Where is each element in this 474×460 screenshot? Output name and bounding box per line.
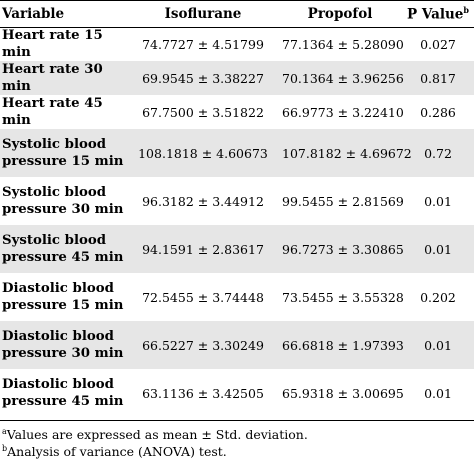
p-value: 0.72 [402, 129, 474, 177]
footnote-b-mark: b [2, 444, 8, 453]
table-row: Diastolic blood pressure 45 min 63.1136 ±… [0, 369, 474, 417]
propofol-value: 66.6818 ± 1.97393 [278, 321, 404, 369]
header-rule [0, 27, 474, 28]
header-variable: Variable [2, 5, 65, 22]
propofol-value: 99.5455 ± 2.81569 [282, 193, 404, 209]
header-isoflurane: Isoflurane [164, 5, 242, 22]
header-row: Variable Isoflurane Propofol P Valueb [0, 0, 474, 27]
isoflurane-value: 67.7500 ± 3.51822 [142, 104, 264, 120]
footnote-b-text: Analysis of variance (ANOVA) test. [7, 444, 227, 460]
p-value: 0.817 [402, 61, 474, 95]
header-pvalue: P Valueb [402, 0, 474, 27]
footnote-a-text: Values are expressed as mean ± Std. devi… [6, 427, 308, 443]
row-label: Heart rate 45 min [2, 96, 103, 128]
isoflurane-value: 72.5455 ± 3.74448 [142, 289, 264, 305]
propofol-value: 96.7273 ± 3.30865 [278, 225, 404, 273]
p-value: 0.01 [402, 321, 474, 369]
isoflurane-value: 63.1136 ± 3.42505 [142, 385, 264, 401]
header-propofol: Propofol [307, 5, 373, 22]
header-pvalue-footnote-mark: b [463, 4, 469, 15]
isoflurane-value: 69.9545 ± 3.38227 [128, 61, 278, 95]
isoflurane-value: 66.5227 ± 3.30249 [128, 321, 278, 369]
table-row: Heart rate 15 min 74.7727 ± 4.51799 77.136… [0, 27, 474, 61]
row-label: Heart rate 15 min [2, 28, 103, 60]
table-row: Systolic blood pressure 30 min 96.3182 ± … [0, 177, 474, 225]
propofol-value: 66.9773 ± 3.22410 [282, 104, 404, 120]
isoflurane-value: 96.3182 ± 3.44912 [142, 193, 264, 209]
propofol-value: 70.1364 ± 3.96256 [278, 61, 404, 95]
table-row: Heart rate 45 min 67.7500 ± 3.51822 66.977… [0, 95, 474, 129]
results-table: Variable Isoflurane Propofol P Valueb He… [0, 0, 474, 417]
p-value: 0.027 [420, 36, 456, 52]
table-row: Heart rate 30 min 69.9545 ± 3.38227 70.136… [0, 61, 474, 95]
footnote-a: aValues are expressed as mean ± Std. dev… [2, 424, 308, 443]
header-pvalue-label: P Value [407, 6, 464, 23]
row-label: Systolic blood pressure 45 min [0, 225, 128, 273]
isoflurane-value: 94.1591 ± 2.83617 [128, 225, 278, 273]
propofol-value: 65.9318 ± 3.00695 [282, 385, 404, 401]
isoflurane-value: 108.1818 ± 4.60673 [128, 129, 278, 177]
propofol-value: 73.5455 ± 3.55328 [282, 289, 404, 305]
row-label: Systolic blood pressure 30 min [2, 185, 124, 217]
table-row: Systolic blood pressure 15 min 108.1818 ±… [0, 129, 474, 177]
row-label: Systolic blood pressure 15 min [0, 129, 128, 177]
top-rule [0, 0, 474, 1]
p-value: 0.01 [402, 225, 474, 273]
bottom-rule [0, 420, 474, 421]
row-label: Diastolic blood pressure 30 min [0, 321, 128, 369]
footnote-a-mark: a [2, 427, 7, 436]
footnote-b: bAnalysis of variance (ANOVA) test. [2, 441, 227, 460]
row-label: Diastolic blood pressure 45 min [2, 377, 124, 409]
table-row: Diastolic blood pressure 30 min 66.5227 ±… [0, 321, 474, 369]
propofol-value: 107.8182 ± 4.69672 [278, 129, 412, 177]
p-value: 0.202 [420, 289, 456, 305]
table-row: Systolic blood pressure 45 min 94.1591 ± … [0, 225, 474, 273]
isoflurane-value: 74.7727 ± 4.51799 [142, 36, 264, 52]
p-value: 0.286 [420, 104, 456, 120]
p-value: 0.01 [424, 385, 452, 401]
table-row: Diastolic blood pressure 15 min 72.5455 ±… [0, 273, 474, 321]
row-label: Heart rate 30 min [0, 61, 128, 95]
p-value: 0.01 [424, 193, 452, 209]
propofol-value: 77.1364 ± 5.28090 [282, 36, 404, 52]
row-label: Diastolic blood pressure 15 min [2, 281, 124, 313]
